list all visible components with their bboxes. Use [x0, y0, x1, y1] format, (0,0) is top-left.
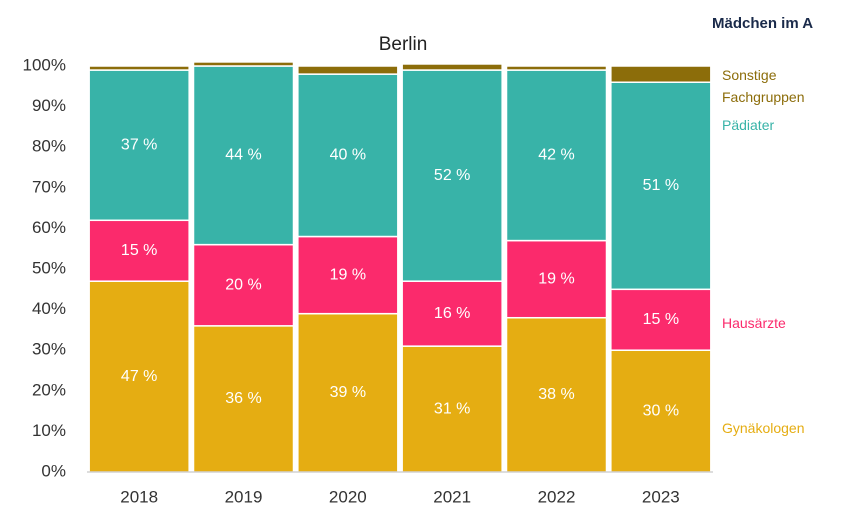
- data-label: 36 %: [225, 390, 261, 407]
- bar-segment: [297, 73, 399, 238]
- bar-segment: [505, 65, 608, 71]
- bar-segment: [401, 63, 503, 71]
- data-label: 51 %: [643, 177, 679, 194]
- bar-segment: [610, 65, 712, 83]
- bar-segment: [505, 316, 608, 473]
- data-label: 42 %: [538, 147, 574, 164]
- bar-segment: [505, 239, 608, 319]
- data-label: 31 %: [434, 400, 470, 417]
- bar-segment: [88, 65, 190, 71]
- chart-title: Berlin: [379, 34, 428, 55]
- y-tick-label: 100%: [23, 55, 66, 74]
- y-tick-label: 80%: [32, 137, 66, 156]
- data-label: 47 %: [121, 368, 157, 385]
- bar-segment: [297, 235, 399, 315]
- data-label: 40 %: [330, 147, 366, 164]
- bar-segment: [88, 69, 190, 222]
- bar-segment: [88, 219, 190, 282]
- data-label: 20 %: [225, 276, 261, 293]
- legend-entry: Pädiater: [722, 117, 775, 133]
- data-label: 15 %: [643, 311, 679, 328]
- y-tick-label: 30%: [32, 340, 66, 359]
- data-label: 38 %: [538, 386, 574, 403]
- data-label: 16 %: [434, 305, 470, 322]
- data-label: 19 %: [538, 270, 574, 287]
- legend-entry: Gynäkologen: [722, 420, 805, 436]
- bar-segment: [610, 81, 712, 291]
- data-label: 30 %: [643, 402, 679, 419]
- bar-segment: [297, 65, 399, 75]
- data-label: 19 %: [330, 266, 366, 283]
- bar-segment: [88, 280, 190, 473]
- bar-segment: [401, 345, 503, 473]
- legend-entry: Sonstige Fachgruppen: [722, 67, 805, 105]
- x-tick-label: 2023: [642, 487, 680, 506]
- bar-segment: [192, 243, 295, 327]
- legend-entry: Hausärzte: [722, 315, 786, 331]
- x-tick-label: 2018: [120, 487, 158, 506]
- data-label: 39 %: [330, 384, 366, 401]
- y-tick-label: 10%: [32, 421, 66, 440]
- y-tick-label: 40%: [32, 299, 66, 318]
- y-tick-label: 0%: [41, 461, 66, 480]
- y-tick-label: 50%: [32, 258, 66, 277]
- x-tick-label: 2021: [433, 487, 471, 506]
- y-tick-label: 60%: [32, 218, 66, 237]
- data-label: 15 %: [121, 242, 157, 259]
- bar-segment: [192, 61, 295, 67]
- data-label: 37 %: [121, 136, 157, 153]
- bar-segment: [192, 65, 295, 246]
- y-tick-label: 20%: [32, 380, 66, 399]
- bar-segment: [401, 280, 503, 347]
- y-tick-label: 70%: [32, 177, 66, 196]
- bar-segment: [192, 325, 295, 473]
- data-label: 44 %: [225, 147, 261, 164]
- x-tick-label: 2022: [538, 487, 576, 506]
- panel-title: Mädchen im A: [712, 15, 813, 32]
- x-tick-label: 2019: [225, 487, 263, 506]
- data-label: 52 %: [434, 167, 470, 184]
- bar-segment: [505, 69, 608, 242]
- bar-segment: [610, 288, 712, 351]
- x-tick-label: 2020: [329, 487, 367, 506]
- y-tick-label: 90%: [32, 96, 66, 115]
